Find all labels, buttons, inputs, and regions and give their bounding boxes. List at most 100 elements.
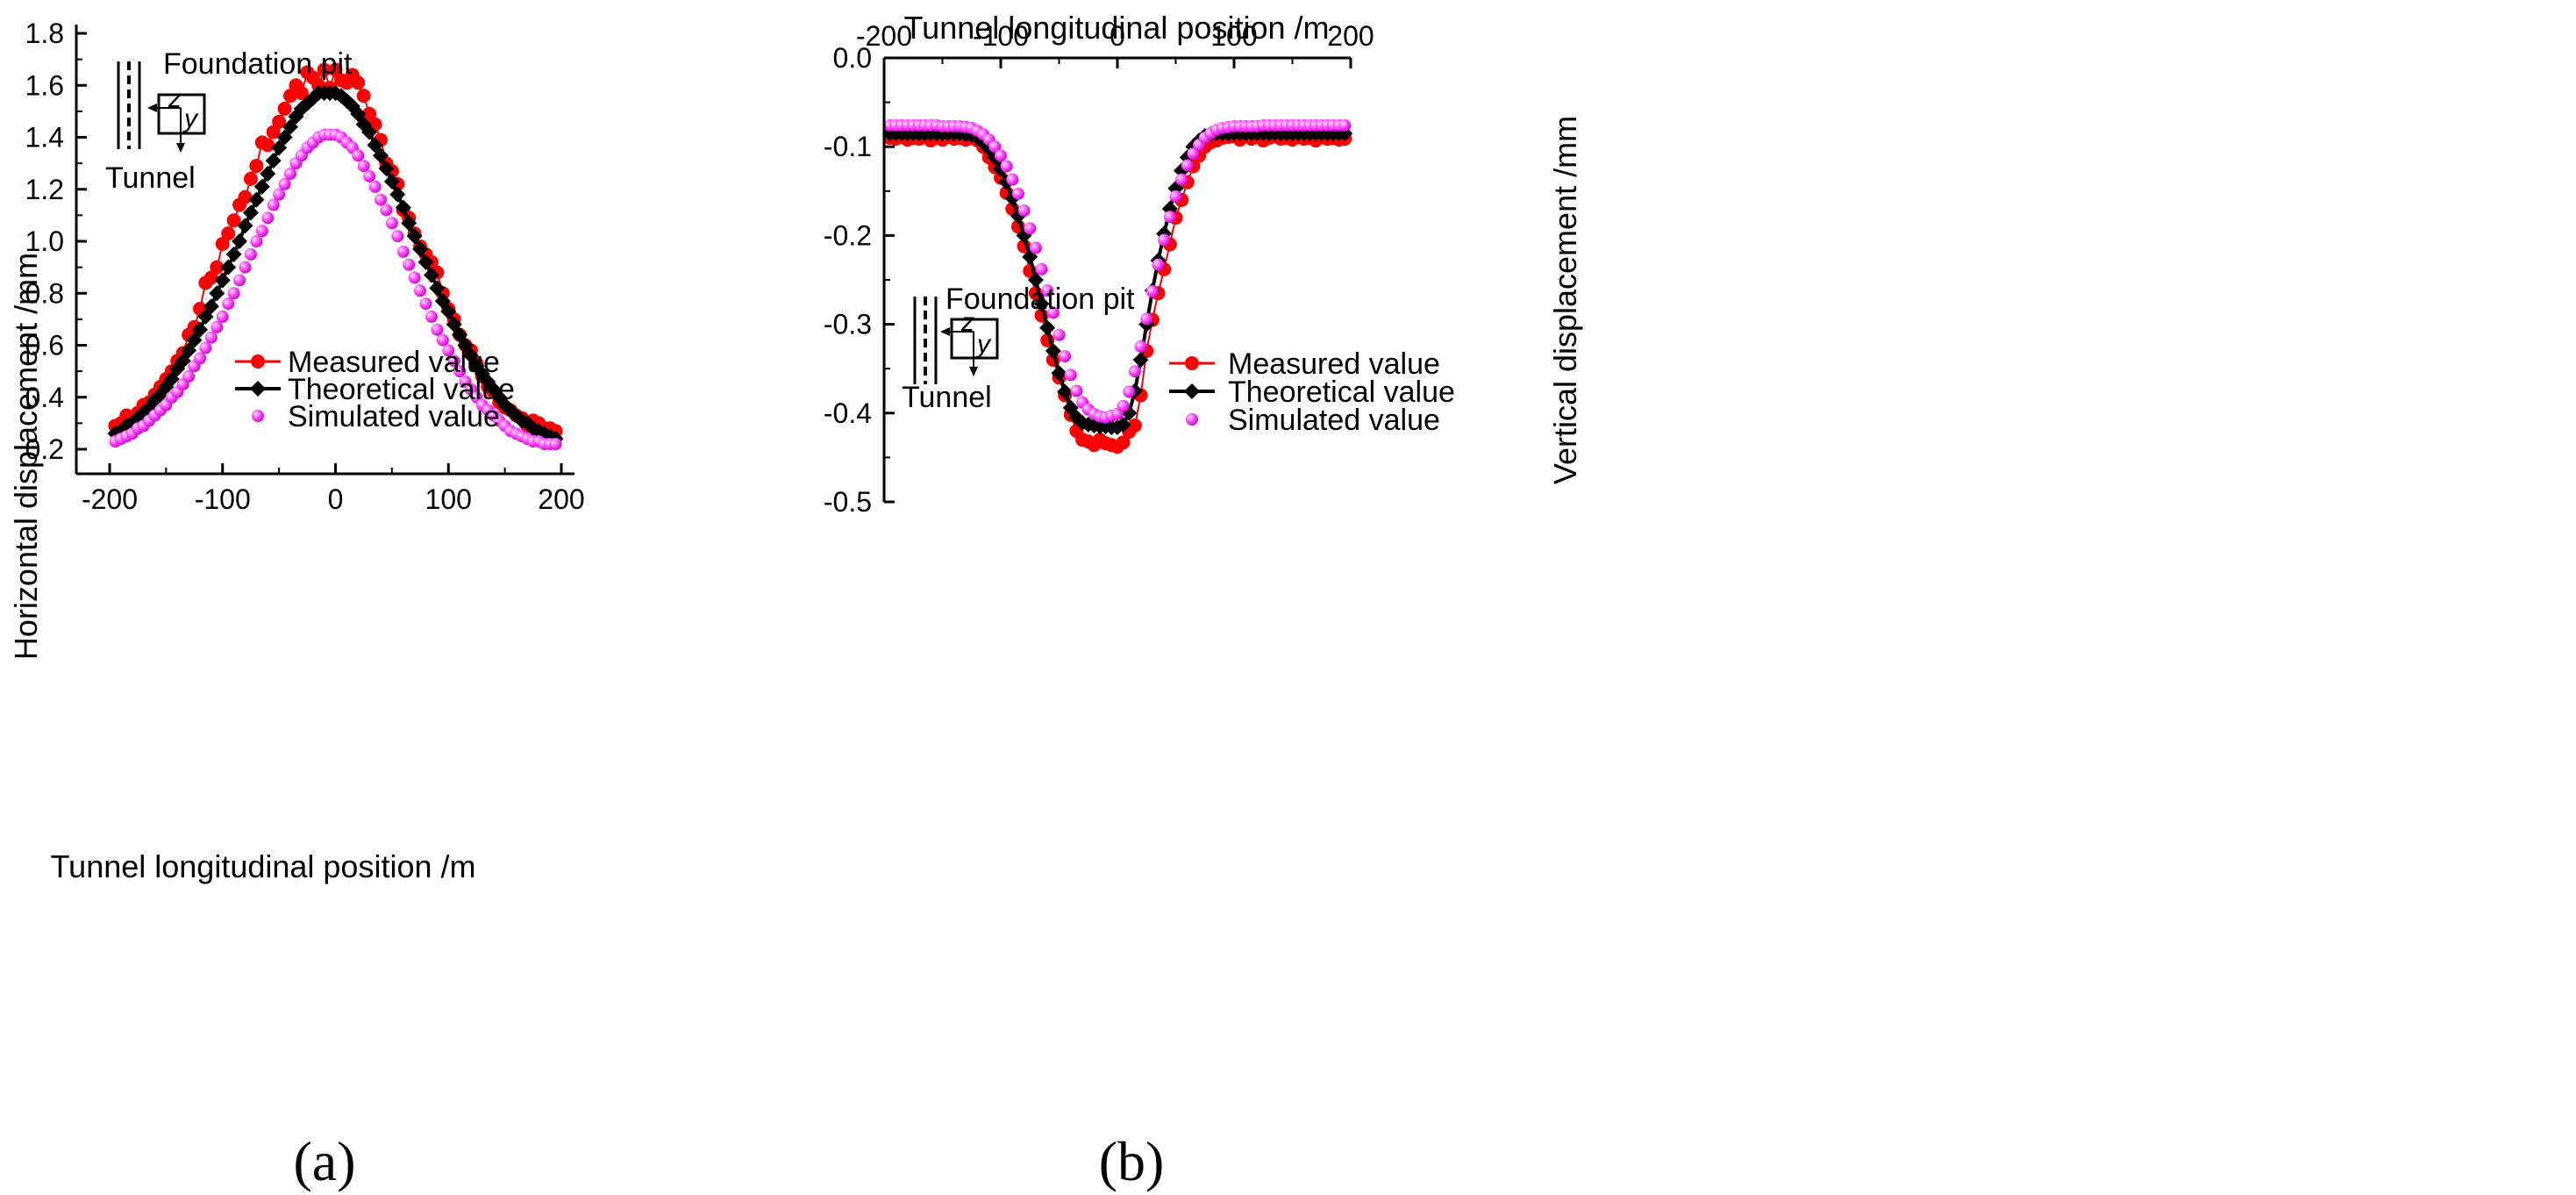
chart-b-series-simulated-value-point [1064, 369, 1077, 382]
chart-b-series-simulated-value-point [1035, 262, 1048, 275]
chart-a-series-theoretical-value-point [276, 129, 293, 146]
chart-a-y-tick-label: 0.2 [25, 433, 64, 465]
chart-b-schematic: Foundation pit z y Tunnel [902, 283, 1135, 414]
chart-a-series-theoretical-value [107, 85, 564, 447]
chart-a-series-simulated-value-point [357, 160, 370, 173]
chart-a-series-measured-value-point [272, 114, 287, 129]
chart-a-legend-theoretical-value-marker [250, 381, 266, 397]
chart-a-series-measured-value-point [221, 226, 236, 241]
chart-a-legend-measured-value-marker [251, 354, 265, 369]
chart-b-x-tick-label: 200 [1327, 20, 1374, 52]
chart-a-y-tick-label: 1.4 [25, 122, 64, 154]
chart-a-legend-simulated-value-marker [252, 410, 264, 422]
chart-a-series-simulated-value-point [447, 354, 460, 368]
chart-a-series-theoretical-value-point [434, 293, 451, 310]
chart-a-series-simulated-value-point [442, 344, 455, 357]
chart-b-series-simulated-value-point [988, 140, 1002, 154]
chart-b-legend-measured-value-marker [1185, 356, 1199, 370]
chart-b-series-measured-value-point [1127, 418, 1142, 433]
chart-a-schematic-tunnel-label: Tunnel [105, 161, 196, 195]
chart-a-series-measured-value-point [210, 260, 225, 275]
chart-a-series-simulated-value-point [267, 198, 280, 211]
chart-a-series-measured-value-point [362, 106, 377, 121]
chart-a-series-measured-value-point [249, 159, 264, 174]
chart-a-series-simulated-value-point [278, 177, 291, 190]
chart-b-schematic-y-label: y [975, 330, 992, 359]
chart-b-series-simulated-value-point [1187, 147, 1200, 161]
chart-a-series-theoretical-value-point [406, 228, 423, 245]
chart-a-legend-simulated-value-label: Simulated value [288, 400, 500, 433]
chart-a-series-measured-value-point [260, 138, 275, 153]
chart-a-series-measured-value-point [238, 190, 253, 204]
chart-a-series-theoretical-value-point [417, 254, 434, 270]
chart-b-legend-measured-value-label: Measured value [1228, 347, 1440, 381]
chart-a-series-simulated-value-point [182, 370, 196, 383]
chart-a-series-layer [107, 62, 564, 451]
chart-a-series-measured-value-point [215, 236, 230, 251]
chart-b-series-simulated-value-point [1175, 173, 1188, 186]
chart-a-series-theoretical-value-point [429, 280, 446, 297]
chart-a-series-simulated-value-point [453, 365, 467, 378]
chart-a-schematic: Foundation pit z y Tunnel [105, 47, 353, 195]
chart-a-series-theoretical-value-point [361, 124, 378, 140]
chart-a-series-simulated-value-point [255, 225, 268, 238]
chart-panel-a: -200 -100 0 100 200 0.2 0.4 0.6 0.8 1.0 1.2 1.4 1.6 1… [8, 18, 585, 1192]
chart-a-series-theoretical-value-point [181, 342, 197, 359]
chart-b-series-theoretical-value-point [1045, 342, 1061, 359]
chart-a-series-measured-value-point [356, 89, 371, 104]
chart-a-series-measured-value-point [294, 86, 309, 101]
chart-a-y-tick-label: 1.8 [25, 18, 64, 49]
chart-a-series-simulated-value-point [233, 274, 246, 287]
chart-a-series-measured-value-point [226, 213, 241, 228]
chart-b-schematic-pit-label: Foundation pit [945, 283, 1135, 316]
chart-a-series-theoretical-value-point [253, 178, 270, 195]
chart-a-series-simulated-value-point [408, 271, 421, 284]
chart-b-y-tick-label: -0.3 [824, 309, 872, 340]
chart-b-x-tick-label: -200 [856, 20, 912, 52]
chart-b-series-simulated-value [883, 118, 1352, 424]
chart-b-series-theoretical-value-point [1039, 319, 1056, 336]
chart-a-y-tick-label: 0.6 [25, 330, 64, 361]
chart-b-series-simulated-value-point [1117, 399, 1130, 412]
chart-b-series-simulated-value-point [1152, 258, 1165, 271]
chart-b-series-simulated-value-point [1046, 306, 1060, 319]
chart-b-axes: -200 -100 0 100 200 0.0 -0.1 -0.2 -0.3 -0.4 -0.5 [824, 20, 1374, 518]
chart-b-series-simulated-value-point [1123, 385, 1136, 398]
chart-a-y-tick-label: 1.2 [25, 174, 64, 205]
chart-a-series-theoretical-value-point [225, 246, 242, 262]
chart-b-series-simulated-value-point [1140, 312, 1153, 326]
chart-b-y-tick-label: -0.5 [824, 486, 872, 518]
chart-a-series-theoretical-value-point [367, 137, 383, 154]
chart-b-series-simulated-value-point [995, 149, 1007, 162]
chart-a-series-simulated-value-point [244, 247, 257, 261]
chart-a-series-simulated-value-point [227, 287, 240, 300]
chart-a-y-tick-label: 0.8 [25, 277, 64, 309]
chart-a-series-measured-value-point [328, 62, 343, 77]
chart-b-series-simulated-value-point [1145, 285, 1159, 298]
chart-a-x-tick-label: -100 [195, 483, 251, 515]
chart-b-series-theoretical-value-point [1027, 272, 1044, 288]
chart-a-series-simulated-value-point [380, 204, 393, 217]
chart-a-series-simulated-value-point [391, 230, 404, 243]
chart-a-schematic-z-label: z [168, 84, 182, 113]
chart-a-series-theoretical-value-point [197, 308, 214, 325]
chart-a-x-tick-label: -200 [82, 483, 138, 515]
chart-a-series-simulated-value-point [425, 310, 438, 323]
chart-a-series-measured-value-point [203, 270, 218, 285]
chart-a-series-theoretical-value-point [412, 240, 429, 257]
chart-a-series-measured-value-point [243, 171, 258, 186]
chart-a-series-theoretical-value-point [452, 326, 468, 343]
chart-a-series-measured-value-point [266, 125, 281, 140]
chart-a-schematic-pit-label: Foundation pit [163, 47, 353, 81]
chart-a-series-simulated-value-point [368, 180, 382, 193]
chart-a-series-simulated-value-point [216, 310, 229, 323]
chart-a-series-simulated-value-point [396, 245, 410, 258]
chart-b-schematic-z-arrow-icon [940, 327, 950, 336]
chart-a-series-simulated-value-point [352, 149, 365, 162]
chart-a-series-simulated-value-point [549, 438, 562, 451]
chart-a-series-theoretical-value-point [271, 140, 288, 156]
chart-a-series-simulated-value-point [199, 341, 212, 354]
chart-a-series-simulated-value-point [414, 284, 427, 297]
chart-a-schematic-y-arrow-icon [176, 143, 185, 153]
chart-a-y-tick-label: 0.4 [25, 382, 64, 413]
